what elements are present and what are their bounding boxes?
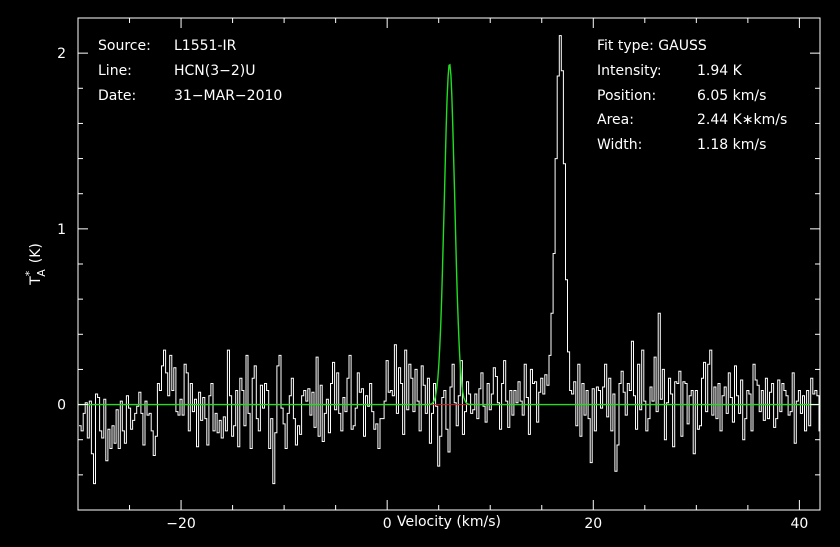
fit-position-value: 6.05 km/s bbox=[697, 88, 766, 104]
y-axis-label-sup: * bbox=[23, 270, 36, 276]
y-tick-label: 1 bbox=[57, 222, 66, 238]
x-tick-label: 0 bbox=[383, 516, 392, 532]
fit-intensity-key: Intensity: bbox=[597, 63, 662, 79]
info-line-value: HCN(3−2)U bbox=[174, 63, 256, 79]
y-tick-label: 2 bbox=[57, 46, 66, 62]
info-date-value: 31−MAR−2010 bbox=[174, 88, 282, 104]
fit-info: Fit type: GAUSS Intensity: 1.94 K Positi… bbox=[597, 38, 787, 153]
fit-area-value: 2.44 K∗km/s bbox=[697, 112, 787, 128]
y-axis-label-text: T*A (K) bbox=[23, 243, 48, 286]
info-date-key: Date: bbox=[98, 88, 136, 104]
fit-intensity-value: 1.94 K bbox=[697, 63, 743, 79]
y-tick-label: 0 bbox=[57, 398, 66, 414]
info-source-key: Source: bbox=[98, 38, 151, 54]
y-axis-label-sub: A bbox=[35, 269, 48, 277]
x-axis-label: Velocity (km/s) bbox=[397, 514, 501, 530]
info-left: Source: L1551-IR Line: HCN(3−2)U Date: 3… bbox=[98, 38, 282, 104]
fit-type-title: Fit type: GAUSS bbox=[597, 38, 707, 54]
y-axis-label-main: T bbox=[28, 276, 44, 286]
info-line-key: Line: bbox=[98, 63, 132, 79]
fit-position-key: Position: bbox=[597, 88, 656, 104]
y-axis-label-unit: (K) bbox=[28, 243, 44, 263]
fit-area-key: Area: bbox=[597, 112, 634, 128]
fit-width-key: Width: bbox=[597, 137, 642, 153]
y-axis-label: T*A (K) bbox=[23, 243, 48, 286]
info-source-value: L1551-IR bbox=[174, 38, 237, 54]
x-tick-label: 40 bbox=[790, 516, 808, 532]
ticks: −20 0 20 40 0 1 2 bbox=[57, 17, 820, 532]
gaussian-fit-series bbox=[78, 63, 820, 406]
fit-width-value: 1.18 km/s bbox=[697, 137, 766, 153]
x-tick-label: 20 bbox=[584, 516, 602, 532]
x-tick-label: −20 bbox=[166, 516, 196, 532]
